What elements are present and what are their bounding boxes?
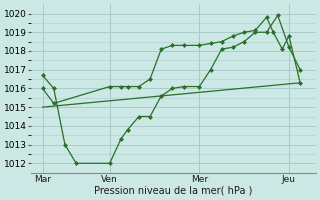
- X-axis label: Pression niveau de la mer( hPa ): Pression niveau de la mer( hPa ): [94, 186, 253, 196]
